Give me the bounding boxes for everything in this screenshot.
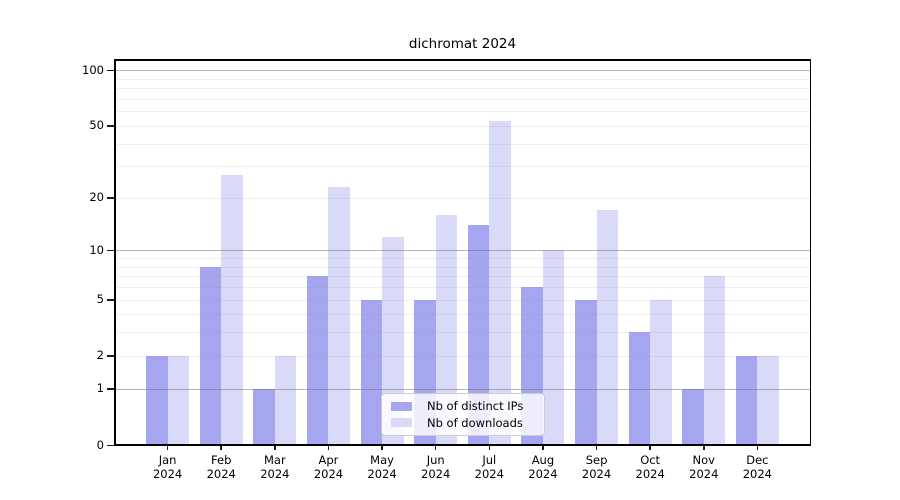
y-tick-mark [107,197,114,199]
x-axis-tick-label: Oct 2024 [635,453,665,481]
plot-spine-top [114,59,811,61]
bar-downloads-sep [596,210,619,445]
x-tick-mark [220,445,222,450]
x-axis-tick-label: Nov 2024 [689,453,719,481]
bar-distinct-ips-nov [682,388,704,445]
x-tick-mark [327,445,330,450]
gridline-minor [114,197,811,199]
x-axis-tick-label: Aug 2024 [528,453,558,481]
legend-label-downloads: Nb of downloads [427,415,523,430]
legend-label-distinct-ips: Nb of distinct IPs [427,399,524,414]
x-axis-tick-label: Sep 2024 [581,453,612,481]
y-axis-tick-label: 0 [96,437,104,452]
gridline-minor [114,287,811,289]
legend-swatch-distinct-ips [391,401,412,411]
bar-downloads-apr [328,187,350,445]
bar-distinct-ips-mar [253,388,275,445]
x-axis-tick-label: Jan 2024 [152,453,183,481]
gridline-major [114,70,811,72]
y-tick-mark [107,299,114,301]
y-tick-mark [107,355,114,357]
x-tick-mark [649,445,651,450]
x-axis-tick-label: Jul 2024 [474,453,504,481]
gridline-minor [114,332,811,334]
y-axis-tick-label: 5 [96,292,104,307]
gridline-minor [114,88,811,90]
bar-downloads-aug [542,250,565,445]
x-tick-mark [595,445,598,450]
bar-distinct-ips-oct [628,332,651,445]
y-tick-mark [107,249,114,252]
legend: Nb of distinct IPs Nb of downloads [381,393,545,436]
y-axis-tick-label: 10 [89,242,104,257]
gridline-minor [114,299,811,301]
x-axis-tick-label: May 2024 [367,453,397,481]
bar-downloads-may [382,236,404,445]
bar-downloads-jul [489,121,511,445]
plot-spine-right [809,59,811,445]
y-axis-tick-label: 100 [82,62,104,77]
chart-title: dichromat 2024 [408,36,517,52]
bar-distinct-ips-apr [306,276,329,445]
legend-item-distinct-ips: Nb of distinct IPs [391,399,535,413]
bar-distinct-ips-jul [467,225,490,445]
x-tick-mark [381,445,383,450]
gridline-minor [114,266,811,268]
bar-downloads-oct [650,299,672,445]
y-tick-mark [107,388,114,390]
gridline-major [114,388,811,390]
y-tick-mark [107,444,114,446]
x-axis-tick-label: Dec 2024 [742,453,773,481]
gridline-minor [114,355,811,357]
gridline-minor [114,111,811,113]
gridline-minor [114,258,811,260]
x-tick-mark [488,445,491,450]
bar-distinct-ips-jan [146,355,168,445]
x-tick-mark [434,445,437,450]
gridline-minor [114,143,811,145]
bar-downloads-jun [435,215,458,445]
gridline-minor [114,166,811,168]
y-axis-tick-label: 2 [96,348,104,363]
legend-swatch-downloads [391,418,412,428]
bar-distinct-ips-dec [735,355,758,445]
bar-distinct-ips-may [360,299,383,445]
y-axis-tick-label: 50 [89,118,104,133]
y-tick-mark [107,69,114,72]
bar-distinct-ips-sep [575,299,597,445]
gridline-major [114,250,811,252]
x-tick-mark [166,445,169,450]
gridline-minor [114,125,811,127]
x-axis-tick-label: Feb 2024 [206,453,236,481]
plot-spine-bottom [114,443,811,446]
bar-downloads-feb [221,174,243,445]
legend-item-downloads: Nb of downloads [391,416,535,430]
y-axis-tick-label: 20 [89,190,104,205]
bar-downloads-dec [757,355,779,445]
gridline-minor [114,314,811,316]
x-tick-mark [703,445,705,450]
gridline-minor [114,276,811,278]
x-tick-mark [756,445,759,450]
plot-area: 0 1 2 5 10 20 50 100 Jan 2024 Feb 2024 Mar 2024 Apr 202… [82,59,811,481]
y-tick-mark [107,125,114,127]
gridline-minor [114,78,811,80]
bar-downloads-mar [274,355,297,445]
x-tick-mark [542,445,544,450]
x-axis-tick-label: Mar 2024 [260,453,290,481]
x-axis-tick-label: Apr 2024 [313,453,344,481]
bar-downloads-nov [703,276,726,445]
x-axis-tick-label: Jun 2024 [421,453,451,481]
plot-spine-left [114,59,116,445]
x-tick-mark [274,445,276,450]
y-axis-tick-label: 1 [96,381,104,396]
gridline-minor [114,98,811,100]
bar-distinct-ips-feb [199,266,222,445]
bar-downloads-jan [167,355,190,445]
